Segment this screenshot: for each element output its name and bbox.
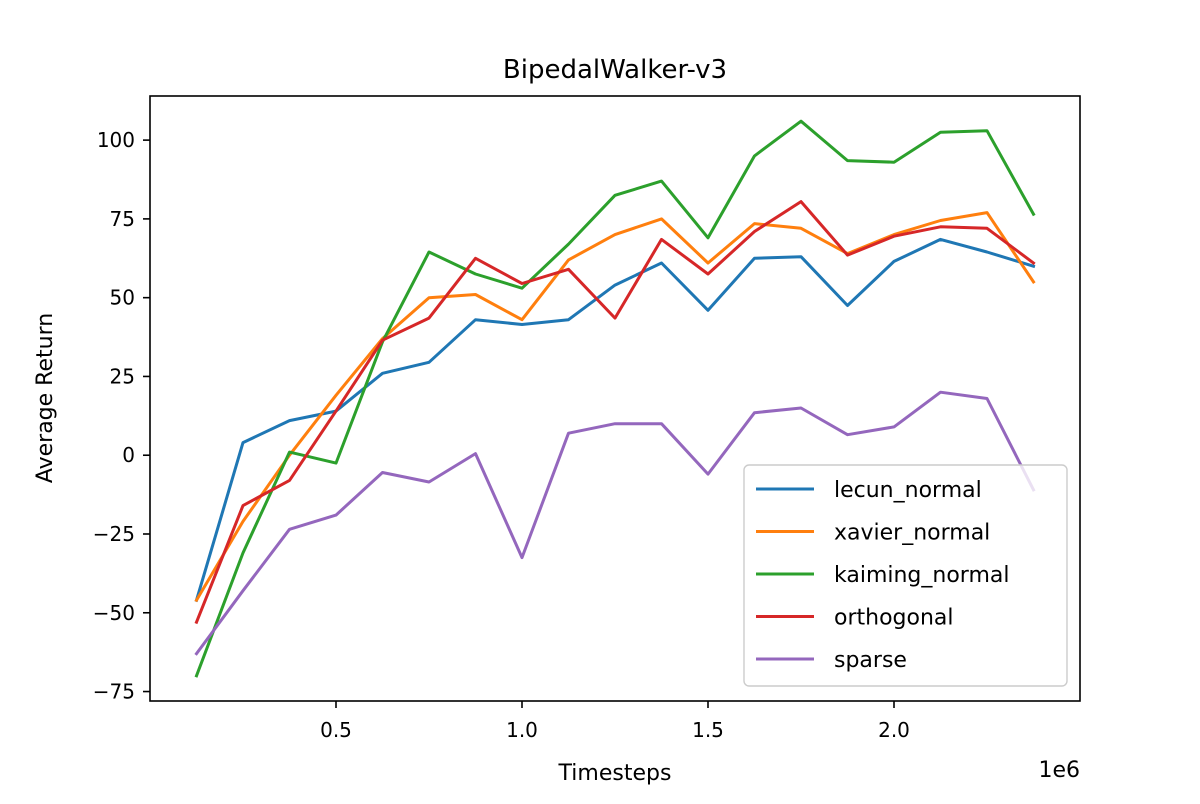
legend: lecun_normal xavier_normal kaiming_normalo…	[743, 464, 1068, 687]
x-tick-label: 1.5	[692, 718, 724, 742]
legend-box	[743, 464, 1068, 687]
legend-label-lecun_normal: lecun_normal	[834, 478, 982, 503]
legend-label-orthogonal: orthogonal	[834, 606, 954, 631]
y-tick-label: −25	[93, 522, 135, 546]
series-line-kaiming_normal	[194, 119, 1036, 678]
x-axis-label: Timesteps	[558, 761, 672, 786]
legend-label-kaiming_normal: kaiming_normal	[834, 563, 1009, 588]
x-axis: 0.5 1.0 1.5 2.0	[320, 701, 910, 742]
y-axis-label: Average Return	[33, 313, 58, 483]
y-tick-label: 100	[97, 128, 135, 152]
series-line-sparse	[194, 390, 1036, 656]
y-axis: −75 −50 −25 0 25 50 75 100	[93, 128, 150, 704]
x-tick-label: 1.0	[506, 718, 538, 742]
y-tick-label: −50	[93, 601, 135, 625]
series-line-xavier_normal	[194, 211, 1036, 603]
y-tick-label: 50	[110, 286, 135, 310]
plot-frame	[149, 95, 1081, 702]
y-tick-label: 25	[110, 364, 135, 388]
x-axis-multiplier: 1e6	[1038, 758, 1080, 783]
chart-title: BipedalWalker-v3	[503, 55, 727, 85]
series-layer	[194, 119, 1036, 678]
legend-label-sparse: sparse	[834, 648, 907, 673]
legend-label-xavier_normal: xavier_normal	[834, 521, 990, 546]
x-tick-label: 0.5	[320, 718, 352, 742]
x-tick-label: 2.0	[878, 718, 910, 742]
y-tick-label: −75	[93, 680, 135, 704]
y-tick-label: 0	[122, 443, 135, 467]
series-line-orthogonal	[194, 200, 1036, 625]
y-tick-label: 75	[110, 207, 135, 231]
